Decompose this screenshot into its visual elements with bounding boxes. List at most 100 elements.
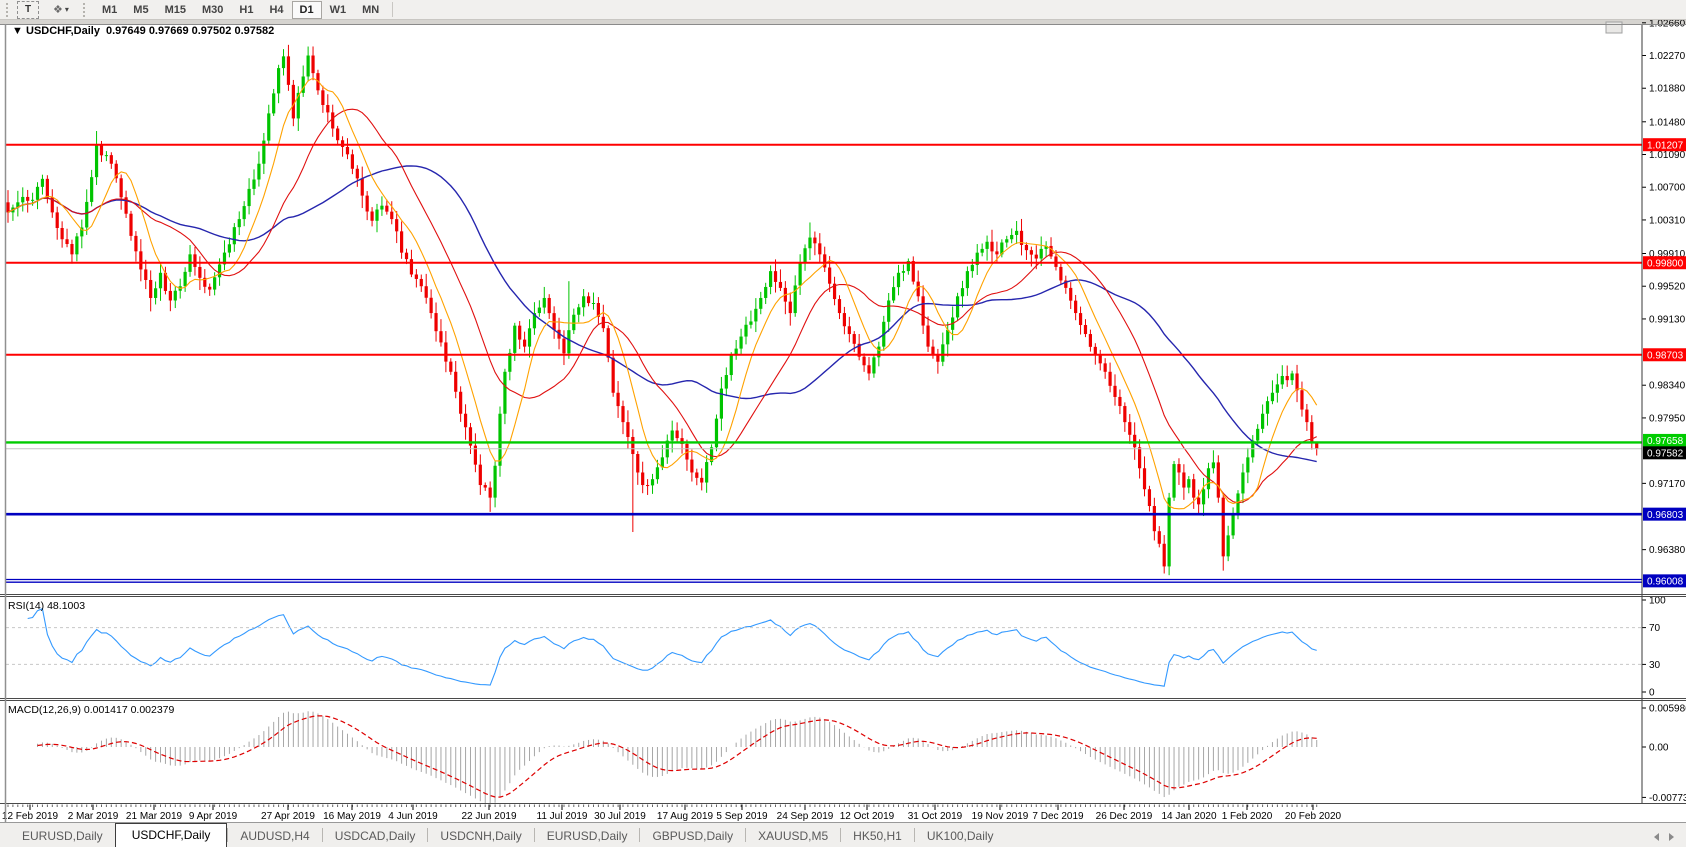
date-label: 19 Nov 2019 <box>972 811 1029 822</box>
date-label: 30 Jul 2019 <box>594 811 646 822</box>
tab-divider <box>533 828 535 842</box>
ma-fast-line <box>7 77 1318 510</box>
timeframe-button-H4[interactable]: H4 <box>269 3 284 16</box>
symbol-tab-xauusd-m5[interactable]: XAUUSD,M5 <box>758 829 829 843</box>
price-tag <box>1643 348 1686 362</box>
toolbar-grip-2[interactable] <box>83 2 90 17</box>
price-tag <box>1643 138 1686 152</box>
date-label: 27 Apr 2019 <box>261 811 315 822</box>
date-label: 24 Sep 2019 <box>777 811 834 822</box>
dropdown-arrow-icon: ▾ <box>64 5 69 14</box>
price-tag-label: 0.96803 <box>1647 510 1684 521</box>
timeframe-button-M5[interactable]: M5 <box>133 3 149 16</box>
timeframe-button-M15[interactable]: M15 <box>164 3 186 16</box>
horizontal-lines-layer[interactable] <box>6 143 1642 583</box>
rsi-line <box>27 607 1317 687</box>
toolbar-grip[interactable] <box>6 2 13 17</box>
triangle-right-icon <box>1669 833 1674 841</box>
triangle-left-icon <box>1654 833 1659 841</box>
price-axis-label: 0.99130 <box>1649 314 1686 325</box>
pane-borders <box>0 24 1686 822</box>
price-axis-label: 0.96380 <box>1649 545 1686 556</box>
price-tag <box>1643 256 1686 270</box>
tab-divider <box>227 828 229 842</box>
tabs-container: EURUSD,Daily USDCHF,Daily AUDUSD,H4 USDCAD,… <box>10 823 1006 847</box>
rsi-axis-label: 30 <box>1649 660 1661 671</box>
timeframe-button-MN[interactable]: MN <box>362 3 380 16</box>
symbol-tab-hk50-h1[interactable]: HK50,H1 <box>853 829 902 843</box>
macd-axis-label: -0.007737 <box>1649 793 1686 804</box>
price-axis-label: 1.00310 <box>1649 215 1686 226</box>
tab-divider <box>840 828 842 842</box>
window-top-strip <box>0 20 1686 24</box>
chart-scrollbar-thumb[interactable] <box>1605 21 1623 34</box>
date-label: 14 Jan 2020 <box>1161 811 1216 822</box>
date-label: 2 Mar 2019 <box>68 811 119 822</box>
timeframe-button-H1[interactable]: H1 <box>239 3 254 16</box>
macd-label: MACD(12,26,9) 0.001417 0.002379 <box>8 704 175 716</box>
timeframe-button-D1[interactable]: D1 <box>291 0 322 19</box>
price-tag-label: 0.99800 <box>1647 259 1684 270</box>
rsi-pane <box>27 607 1317 687</box>
rsi-axis: 100 70 30 0 <box>6 596 1666 699</box>
date-label: 11 Jul 2019 <box>537 811 588 822</box>
rsi-axis-label: 70 <box>1649 623 1661 634</box>
chart-title-ohlc: 0.97649 0.97669 0.97502 0.97582 <box>106 25 274 37</box>
chart-canvas[interactable]: 12 Feb 2019 2 Mar 2019 21 Mar 2019 9 Apr 20… <box>0 20 1686 822</box>
price-tag <box>1643 433 1686 447</box>
date-label: 21 Mar 2019 <box>126 811 183 822</box>
symbol-tab-usdcad-daily[interactable]: USDCAD,Daily <box>334 829 416 843</box>
timeframe-button-W1[interactable]: W1 <box>329 3 347 16</box>
ma-slow-line <box>7 165 1317 463</box>
price-axis-label: 1.00700 <box>1649 183 1686 194</box>
price-axis-label: 0.98340 <box>1649 381 1686 392</box>
date-label: 26 Dec 2019 <box>1096 811 1153 822</box>
timeframe-button-group: M1 M5 M15 M30 H1 H4 D1 W1 MN <box>94 0 387 19</box>
rsi-axis-label: 0 <box>1649 688 1655 699</box>
tab-divider <box>745 828 747 842</box>
tabs-scroll-right-button[interactable] <box>1669 833 1674 841</box>
price-tag-label: 1.01207 <box>1647 140 1684 151</box>
symbol-tab-usdcnh-daily[interactable]: USDCNH,Daily <box>440 829 522 843</box>
tabs-scroll-left-button[interactable] <box>1654 833 1659 841</box>
price-tag <box>1643 507 1686 521</box>
timeframe-button-M1[interactable]: M1 <box>102 3 118 16</box>
macd-axis-label: 0.005986 <box>1649 704 1686 715</box>
symbol-tab-audusd-h4[interactable]: AUDUSD,H4 <box>240 829 310 843</box>
price-axis-label: 0.99520 <box>1649 282 1686 293</box>
date-label: 12 Oct 2019 <box>840 811 895 822</box>
toolbar-separator <box>392 2 394 17</box>
date-label: 22 Jun 2019 <box>461 811 516 822</box>
top-toolbar: T ❖ ▾ M1 M5 M15 M30 H1 H4 D1 W1 MN <box>0 0 1686 20</box>
price-tag-label: 0.96008 <box>1647 577 1684 588</box>
date-label: 12 Feb 2019 <box>2 811 59 822</box>
symbol-tab-uk100-daily[interactable]: UK100,Daily <box>926 829 994 843</box>
price-tag-label: 0.98703 <box>1647 351 1684 362</box>
price-tags-layer: 1.01207 0.99800 0.98703 0.97658 0.97582 0.968… <box>1643 138 1686 588</box>
rsi-axis-label: 100 <box>1649 596 1666 607</box>
date-label: 5 Sep 2019 <box>716 811 768 822</box>
text-tool-button[interactable]: T <box>17 0 39 19</box>
chart-background <box>0 20 1686 822</box>
objects-tool-button[interactable]: ❖ ▾ <box>45 1 77 19</box>
date-label: 9 Apr 2019 <box>189 811 238 822</box>
price-axis-label: 1.01880 <box>1649 84 1686 95</box>
price-tag-label: 0.97658 <box>1647 436 1684 447</box>
symbol-tab-usdchf-daily[interactable]: USDCHF,Daily <box>114 823 228 847</box>
symbol-tab-eurusd-daily[interactable]: EURUSD,Daily <box>546 829 628 843</box>
price-axis-label: 0.97950 <box>1649 413 1686 424</box>
symbol-tab-gbpusd-daily[interactable]: GBPUSD,Daily <box>652 829 734 843</box>
macd-axis: 0.005986 0.00 -0.007737 <box>1642 704 1686 804</box>
date-axis[interactable]: 12 Feb 2019 2 Mar 2019 21 Mar 2019 9 Apr 20… <box>2 804 1342 823</box>
date-label: 16 May 2019 <box>323 811 381 822</box>
price-axis-label: 1.01480 <box>1649 117 1686 128</box>
date-label: 1 Feb 2020 <box>1222 811 1273 822</box>
timeframe-button-M30[interactable]: M30 <box>201 3 224 16</box>
chart-collapse-icon[interactable]: ▼ <box>12 25 23 37</box>
moving-averages-layer <box>7 77 1318 510</box>
symbol-tab-eurusd-daily[interactable]: EURUSD,Daily <box>22 829 103 843</box>
macd-axis-label: 0.00 <box>1649 743 1669 754</box>
price-axis-label: 1.02270 <box>1649 51 1686 62</box>
price-tag-label: 0.97582 <box>1647 449 1684 460</box>
